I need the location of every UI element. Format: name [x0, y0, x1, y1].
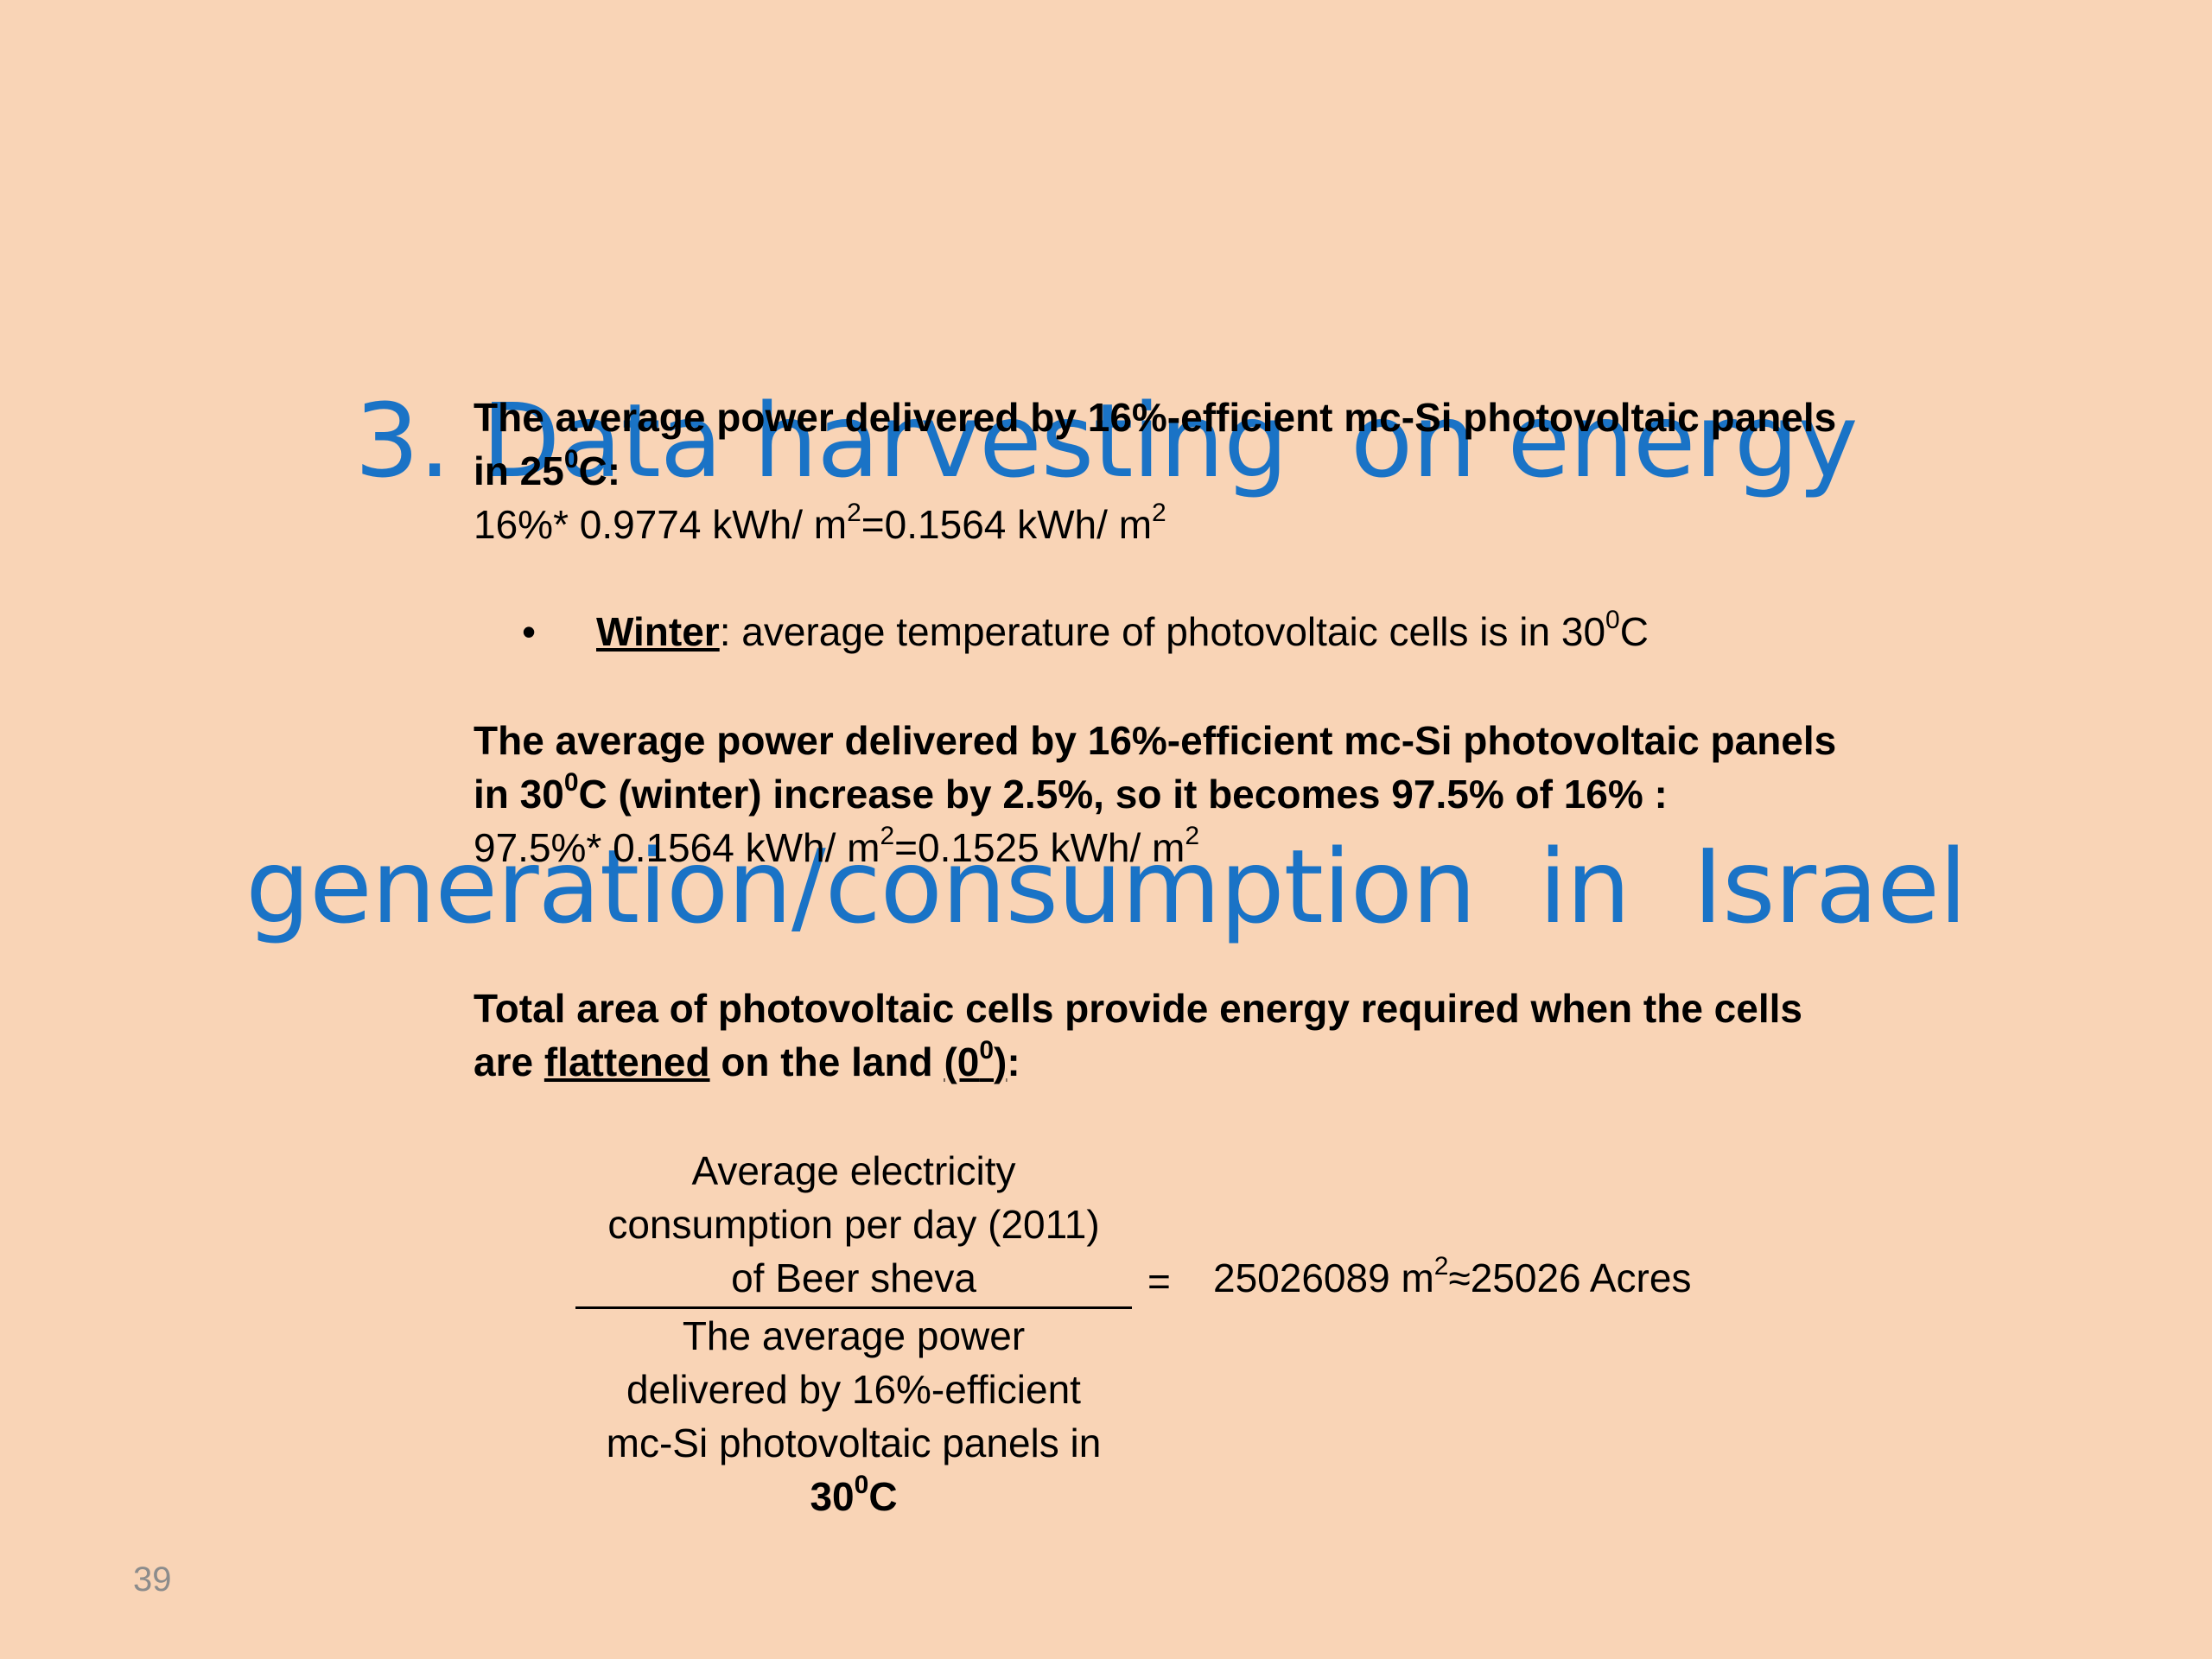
- equals-sign: =: [1147, 1259, 1171, 1304]
- flattened-term: flattened: [543, 1039, 710, 1084]
- section-30c-heading-line1: The average power delivered by 16%-effic…: [474, 718, 1837, 763]
- area-fraction: Average electricity consumption per day …: [575, 1144, 1132, 1523]
- section-25c-formula: 16%* 0.9774 kWh/ m2=0.1564 kWh/ m2: [474, 498, 1166, 547]
- denominator-line: 300C: [810, 1470, 898, 1519]
- fraction-bar: [575, 1306, 1132, 1309]
- bullet-dot-icon: •: [522, 609, 537, 654]
- slide-title-line1: 3. Data harvesting on energy: [354, 381, 1858, 500]
- winter-term: Winter: [596, 609, 720, 654]
- numerator-line: Average electricity: [691, 1148, 1016, 1193]
- area-result: 25026089 m2≈25026 Acres: [1213, 1251, 1692, 1300]
- denominator-line: delivered by 16%-efficient: [626, 1367, 1081, 1412]
- denominator-line: The average power: [682, 1313, 1026, 1358]
- section-30c-formula: 97.5%* 0.1564 kWh/ m2=0.1525 kWh/ m2: [474, 821, 1200, 870]
- section-30c-power: The average power delivered by 16%-effic…: [474, 714, 1836, 874]
- fraction-denominator: The average power delivered by 16%-effic…: [575, 1309, 1132, 1523]
- slide-title: 3. Data harvesting on energy generation/…: [0, 69, 2212, 1109]
- zero-degree-term: (00): [944, 1035, 1007, 1084]
- numerator-line: consumption per day (2011): [607, 1202, 1100, 1247]
- slide-title-line2: generation/consumption in Israel: [245, 827, 1967, 946]
- fraction-numerator: Average electricity consumption per day …: [575, 1144, 1132, 1305]
- numerator-line: of Beer sheva: [731, 1255, 976, 1300]
- section-25c-heading-line1: The average power delivered by 16%-effic…: [474, 395, 1837, 440]
- section-total-area-heading-line2: are flattened on the land (00):: [474, 1035, 1020, 1084]
- section-25c-heading-line2: in 250C:: [474, 444, 621, 493]
- winter-bullet-text: Winter: average temperature of photovolt…: [596, 605, 1649, 654]
- section-total-area-heading-line1: Total area of photovoltaic cells provide…: [474, 986, 1802, 1031]
- denominator-line: mc-Si photovoltaic panels in: [606, 1421, 1102, 1465]
- section-25c-power: The average power delivered by 16%-effic…: [474, 391, 1836, 551]
- page-number: 39: [133, 1560, 172, 1599]
- section-30c-heading-line2: in 300C (winter) increase by 2.5%, so it…: [474, 767, 1668, 817]
- section-total-area: Total area of photovoltaic cells provide…: [474, 982, 1802, 1089]
